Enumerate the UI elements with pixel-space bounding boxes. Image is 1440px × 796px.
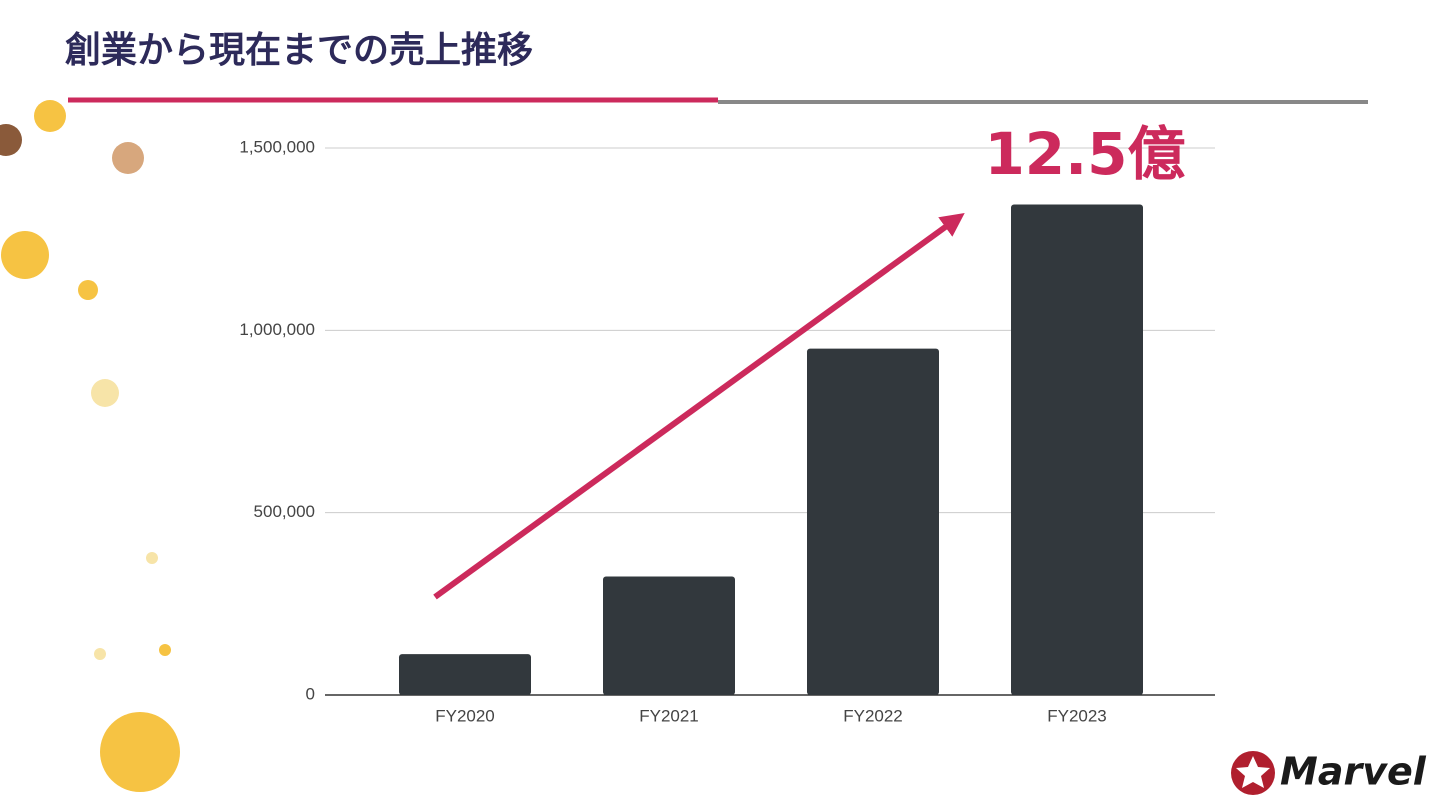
logo-text: Marvel — [1280, 750, 1427, 794]
logo: Marvel — [1231, 750, 1427, 795]
y-tick-label: 0 — [306, 684, 315, 703]
x-tick-label: FY2023 — [1047, 706, 1107, 725]
annotation: 12.5億 — [984, 120, 1185, 188]
growth-arrow — [433, 212, 965, 600]
bar — [603, 576, 735, 695]
clap-decoration — [0, 100, 180, 792]
y-tick-label: 1,000,000 — [239, 320, 315, 339]
chart-title: 創業から現在までの売上推移 — [65, 30, 533, 71]
y-tick-label: 500,000 — [254, 502, 315, 521]
bar — [399, 654, 531, 695]
x-tick-label: FY2022 — [843, 706, 903, 725]
y-tick-label: 1,500,000 — [239, 137, 315, 156]
x-tick-label: FY2021 — [639, 706, 699, 725]
bar — [1011, 204, 1143, 696]
x-tick-label: FY2020 — [435, 706, 495, 725]
bar — [807, 348, 939, 695]
